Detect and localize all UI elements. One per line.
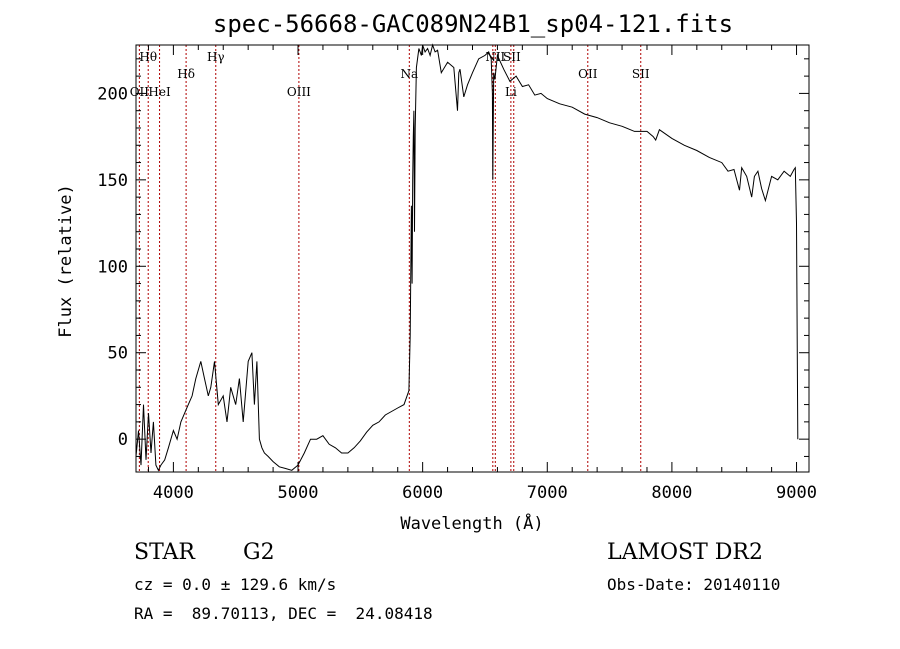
x-tick-label: 9000 bbox=[776, 483, 817, 503]
line-label: HeI bbox=[148, 85, 171, 99]
x-tick-label: 6000 bbox=[402, 483, 443, 503]
line-label: Li bbox=[505, 85, 517, 99]
line-label: SII bbox=[632, 67, 650, 81]
object-subclass: G2 bbox=[243, 540, 275, 565]
object-class: STAR bbox=[134, 540, 195, 565]
y-tick-label: 200 bbox=[97, 84, 128, 104]
y-axis: 0 50 100 150 200 bbox=[97, 58, 809, 457]
y-tick-label: 50 bbox=[108, 344, 128, 364]
x-axis: 4000 5000 6000 7000 8000 9000 bbox=[147, 45, 817, 503]
line-label: OIII bbox=[287, 85, 311, 99]
observation-date: Obs-Date: 20140110 bbox=[607, 575, 781, 594]
line-label: OII bbox=[130, 85, 150, 99]
x-tick-label: 4000 bbox=[153, 483, 194, 503]
y-tick-label: 150 bbox=[97, 171, 128, 191]
survey-name: LAMOST DR2 bbox=[607, 540, 763, 565]
line-label: SII bbox=[503, 50, 521, 64]
x-tick-label: 5000 bbox=[278, 483, 319, 503]
x-tick-label: 7000 bbox=[527, 483, 568, 503]
plot-frame bbox=[135, 44, 810, 473]
line-label: OII bbox=[578, 67, 598, 81]
spectrum-line bbox=[135, 43, 799, 472]
line-label: Hγ bbox=[207, 50, 225, 64]
redshift-cz: cz = 0.0 ± 129.6 km/s bbox=[134, 575, 337, 594]
line-label: Na bbox=[400, 67, 418, 81]
y-tick-label: 0 bbox=[118, 430, 128, 450]
coordinates: RA = 89.70113, DEC = 24.08418 bbox=[134, 604, 433, 623]
chart-title: spec-56668-GAC089N24B1_sp04-121.fits bbox=[213, 10, 733, 38]
line-label: Hδ bbox=[177, 67, 195, 81]
x-tick-label: 8000 bbox=[651, 483, 692, 503]
y-tick-label: 100 bbox=[97, 257, 128, 277]
line-label: Hθ bbox=[139, 50, 157, 64]
spectral-marker-lines bbox=[138, 45, 642, 472]
y-axis-label: Flux (relative) bbox=[56, 184, 76, 338]
line-label: NII bbox=[485, 50, 505, 64]
x-axis-label: Wavelength (Å) bbox=[400, 512, 543, 534]
